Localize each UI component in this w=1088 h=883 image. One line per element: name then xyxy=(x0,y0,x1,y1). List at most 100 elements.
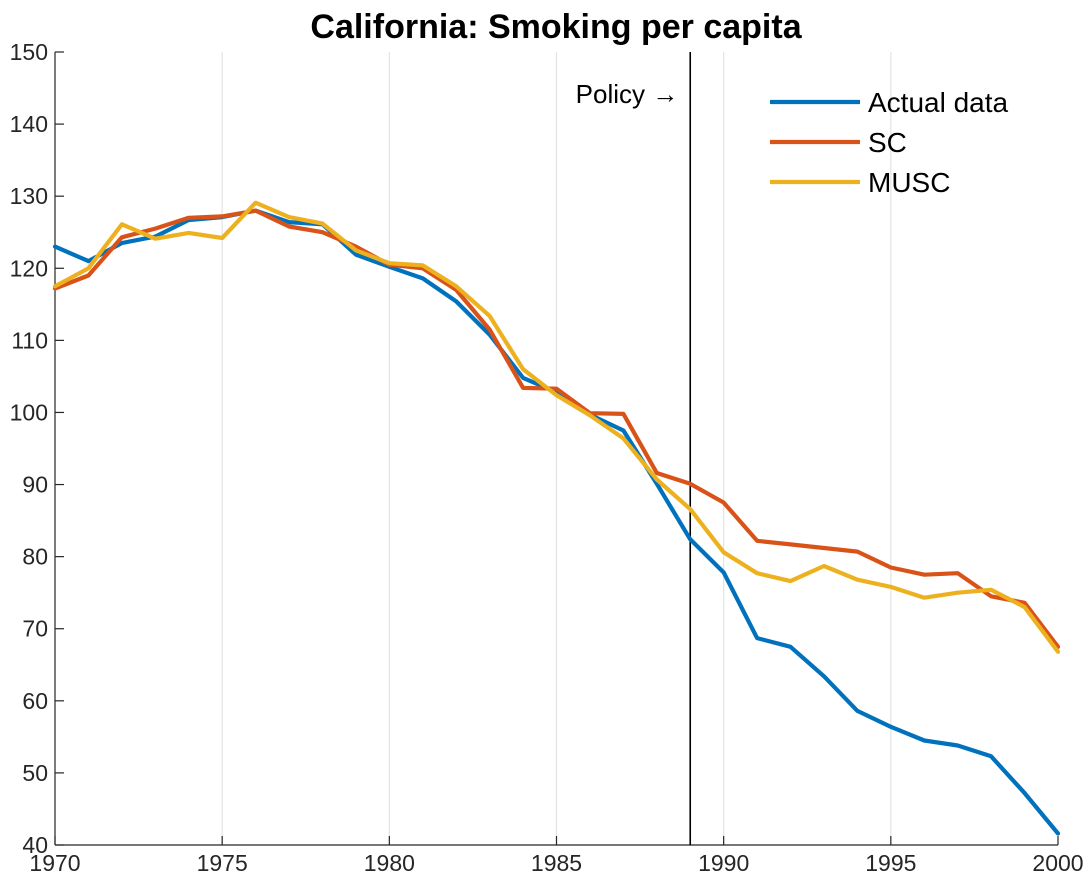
series-2 xyxy=(52,200,1061,654)
x-tick-label-1985: 1985 xyxy=(531,850,582,876)
data-point-0-1989 xyxy=(688,537,692,541)
data-point-2-1998 xyxy=(989,588,993,592)
x-tick-label-1970: 1970 xyxy=(29,850,80,876)
data-point-1-1987 xyxy=(621,412,625,416)
data-point-1-1976 xyxy=(254,209,258,213)
data-point-2-1978 xyxy=(320,222,324,226)
data-point-2-1977 xyxy=(287,215,291,219)
data-point-0-1999 xyxy=(1023,791,1027,795)
y-tick-label-80: 80 xyxy=(22,544,48,570)
ticks-layer: 1970 1975 1980 1985 1990 1995 2000 40 50 60 70 80 90… xyxy=(10,39,1084,876)
legend-item-0: Actual data xyxy=(770,87,1009,118)
data-point-2-1973 xyxy=(153,237,157,241)
data-point-0-1987 xyxy=(621,428,625,432)
series-line-1 xyxy=(52,208,1061,649)
grid-layer xyxy=(221,52,892,845)
data-point-1-1998 xyxy=(989,594,993,598)
policy-label: Policy → xyxy=(576,79,679,109)
legend-label-0: Actual data xyxy=(868,87,1009,118)
legend: Actual data SC MUSC xyxy=(770,87,1009,198)
data-point-1-1984 xyxy=(521,386,525,390)
legend-item-1: SC xyxy=(770,127,907,158)
data-point-1-1991 xyxy=(755,539,759,543)
data-point-2-1975 xyxy=(220,236,224,240)
data-point-0-1992 xyxy=(789,645,793,649)
legend-label-1: SC xyxy=(868,127,907,158)
y-tick-label-130: 130 xyxy=(10,183,48,209)
data-point-2-1981 xyxy=(421,263,425,267)
y-tick-label-110: 110 xyxy=(11,327,48,353)
y-tick-label-40: 40 xyxy=(22,832,48,858)
y-tick-label-60: 60 xyxy=(22,688,48,714)
data-point-2-1988 xyxy=(655,477,659,481)
data-point-2-1989 xyxy=(688,507,692,511)
data-point-2-1992 xyxy=(789,579,793,583)
data-point-1-1983 xyxy=(488,328,492,332)
data-point-2-1979 xyxy=(354,248,358,252)
y-tick-label-50: 50 xyxy=(22,760,48,786)
data-point-0-1994 xyxy=(855,709,859,713)
data-point-0-1993 xyxy=(822,674,826,678)
data-point-2-1980 xyxy=(387,261,391,265)
data-point-2-1991 xyxy=(755,571,759,575)
data-point-2-1986 xyxy=(588,413,592,417)
x-tick-label-1995: 1995 xyxy=(865,850,916,876)
data-point-0-1990 xyxy=(722,570,726,574)
policy-annotation: Policy → xyxy=(576,52,692,845)
data-point-0-1982 xyxy=(454,299,458,303)
data-point-0-1970 xyxy=(53,245,57,249)
data-point-2-1974 xyxy=(187,231,191,235)
data-point-1-1994 xyxy=(855,550,859,554)
data-point-0-1971 xyxy=(86,259,90,263)
data-point-2-1999 xyxy=(1023,605,1027,609)
data-point-0-1984 xyxy=(521,376,525,380)
y-tick-label-140: 140 xyxy=(10,111,48,137)
y-tick-label-100: 100 xyxy=(10,399,48,425)
data-point-0-1979 xyxy=(354,253,358,257)
data-point-1-1973 xyxy=(153,227,157,231)
data-point-2-2000 xyxy=(1056,650,1060,654)
data-point-1-1996 xyxy=(922,573,926,577)
data-point-2-1996 xyxy=(922,596,926,600)
x-tick-label-1980: 1980 xyxy=(364,850,415,876)
data-point-2-1971 xyxy=(86,266,90,270)
data-point-0-1991 xyxy=(755,636,759,640)
chart-title: California: Smoking per capita xyxy=(310,8,802,46)
y-tick-label-120: 120 xyxy=(10,255,48,281)
data-point-2-1985 xyxy=(555,393,559,397)
data-point-2-1997 xyxy=(956,591,960,595)
data-point-1-1985 xyxy=(555,387,559,391)
data-point-2-1983 xyxy=(488,314,492,318)
data-point-2-1987 xyxy=(621,436,625,440)
x-tick-label-2000: 2000 xyxy=(1032,850,1083,876)
data-point-0-1981 xyxy=(421,276,425,280)
data-point-1-1997 xyxy=(956,571,960,575)
data-point-1-1978 xyxy=(320,230,324,234)
legend-label-2: MUSC xyxy=(868,167,950,198)
y-tick-label-70: 70 xyxy=(22,616,48,642)
y-tick-label-150: 150 xyxy=(10,39,48,65)
data-point-0-1996 xyxy=(922,738,926,742)
data-point-1-1988 xyxy=(655,471,659,475)
data-point-1-1972 xyxy=(120,235,124,239)
series-layer xyxy=(52,200,1061,836)
data-point-1-1995 xyxy=(889,565,893,569)
y-tick-label-90: 90 xyxy=(22,472,48,498)
data-point-2-1976 xyxy=(254,201,258,205)
data-point-1-1974 xyxy=(187,216,191,220)
data-point-1-1971 xyxy=(86,273,90,277)
data-point-1-1977 xyxy=(287,224,291,228)
data-point-0-1998 xyxy=(989,754,993,758)
data-point-1-1989 xyxy=(688,482,692,486)
data-point-0-1997 xyxy=(956,744,960,748)
data-point-2-1982 xyxy=(454,284,458,288)
data-point-2-1990 xyxy=(722,550,726,554)
data-point-2-1995 xyxy=(889,585,893,589)
data-point-2-1993 xyxy=(822,564,826,568)
data-point-1-1990 xyxy=(722,501,726,505)
series-1 xyxy=(52,208,1061,649)
series-line-2 xyxy=(52,200,1061,654)
legend-item-2: MUSC xyxy=(770,167,950,198)
data-point-2-1972 xyxy=(120,222,124,226)
